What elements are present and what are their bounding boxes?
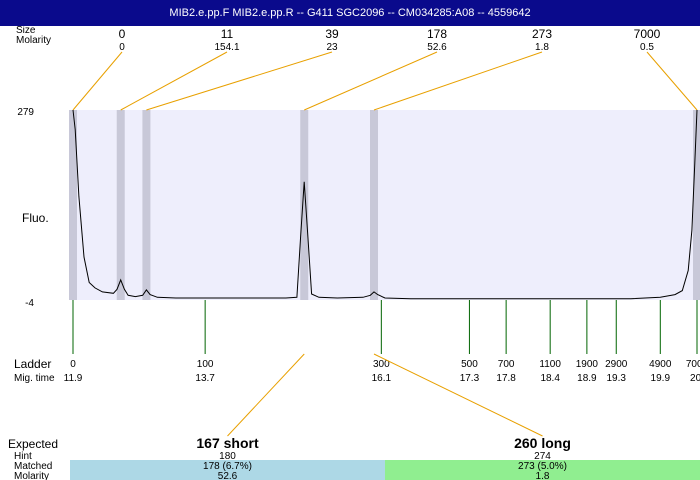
expected-hint-value: 274: [534, 451, 551, 462]
expected-connector: [373, 353, 543, 437]
ladder-size-label: 4900: [649, 359, 672, 370]
peak-molarity-label: 1.8: [535, 42, 549, 53]
molarity-bottom-label: Molarity: [14, 471, 49, 480]
expected-matched-value: 178 (6.7%): [203, 461, 252, 472]
expected-band: [70, 460, 385, 480]
peak-marker-band: [693, 110, 700, 300]
peak-marker-band: [142, 110, 151, 300]
peak-molarity-label: 0: [119, 42, 125, 53]
mig-time-row-label: Mig. time: [14, 373, 55, 384]
peak-molarity-label: 23: [326, 42, 338, 53]
ladder-time-label: 18.9: [577, 373, 597, 384]
peak-connector: [646, 51, 698, 111]
ladder-time-label: 18.4: [540, 373, 560, 384]
ladder-size-label: 300: [373, 359, 390, 370]
peak-marker-band: [116, 110, 125, 300]
ladder-size-label: 1100: [539, 359, 561, 370]
peak-connector: [72, 51, 123, 111]
ladder-time-label: 11.9: [64, 373, 83, 384]
ladder-size-label: 7000: [686, 359, 700, 370]
ladder-time-label: 20.: [690, 373, 700, 384]
y-tick-top: 279: [17, 107, 34, 118]
peak-connector: [373, 51, 543, 111]
expected-label: Expected: [8, 437, 58, 451]
peak-marker-band: [369, 110, 378, 300]
size-row-label: Size: [16, 26, 36, 36]
ladder-time-label: 19.3: [607, 373, 627, 384]
ladder-size-label: 500: [461, 359, 478, 370]
peak-size-label: 273: [532, 27, 552, 41]
ladder-time-label: 17.3: [460, 373, 480, 384]
expected-hint-value: 180: [219, 451, 236, 462]
peak-size-label: 178: [427, 27, 447, 41]
expected-fragment-label: 260 long: [514, 435, 571, 451]
title-bar: MIB2.e.pp.F MIB2.e.pp.R -- G411 SGC2096 …: [0, 0, 700, 26]
molarity-row-label: Molarity: [16, 35, 51, 46]
peak-size-label: 11: [221, 27, 234, 41]
peak-size-label: 0: [119, 27, 126, 41]
y-axis-label: Fluo.: [22, 211, 49, 225]
peak-connector: [146, 51, 333, 111]
matched-label: Matched: [14, 461, 52, 472]
peak-connector: [120, 51, 228, 111]
peak-size-label: 39: [325, 27, 339, 41]
peak-molarity-label: 52.6: [427, 42, 447, 53]
peak-size-label: 7000: [634, 27, 661, 41]
ladder-size-label: 2900: [605, 359, 628, 370]
ladder-time-label: 16.1: [372, 373, 392, 384]
ladder-size-label: 0: [70, 359, 76, 370]
expected-matched-value: 273 (5.0%): [518, 461, 567, 472]
hint-label: Hint: [14, 451, 32, 462]
ladder-time-label: 13.7: [195, 373, 215, 384]
expected-molarity-value: 1.8: [536, 471, 550, 480]
peak-connector: [304, 51, 438, 111]
ladder-time-label: 17.8: [496, 373, 516, 384]
plot-area: [73, 110, 697, 300]
peak-marker-band: [300, 110, 309, 300]
ladder-size-label: 700: [498, 359, 515, 370]
expected-fragment-label: 167 short: [196, 435, 259, 451]
expected-molarity-value: 52.6: [218, 471, 238, 480]
ladder-time-label: 19.9: [651, 373, 671, 384]
fluorescence-trace: [72, 109, 698, 300]
ladder-size-label: 1900: [576, 359, 599, 370]
expected-connector: [227, 353, 305, 437]
y-tick-bottom: -4: [25, 298, 34, 309]
expected-band: [385, 460, 700, 480]
ladder-size-label: 100: [197, 359, 214, 370]
peak-molarity-label: 154.1: [214, 42, 239, 53]
ladder-row-label: Ladder: [14, 357, 51, 371]
peak-marker-band: [69, 110, 77, 300]
peak-molarity-label: 0.5: [640, 42, 654, 53]
